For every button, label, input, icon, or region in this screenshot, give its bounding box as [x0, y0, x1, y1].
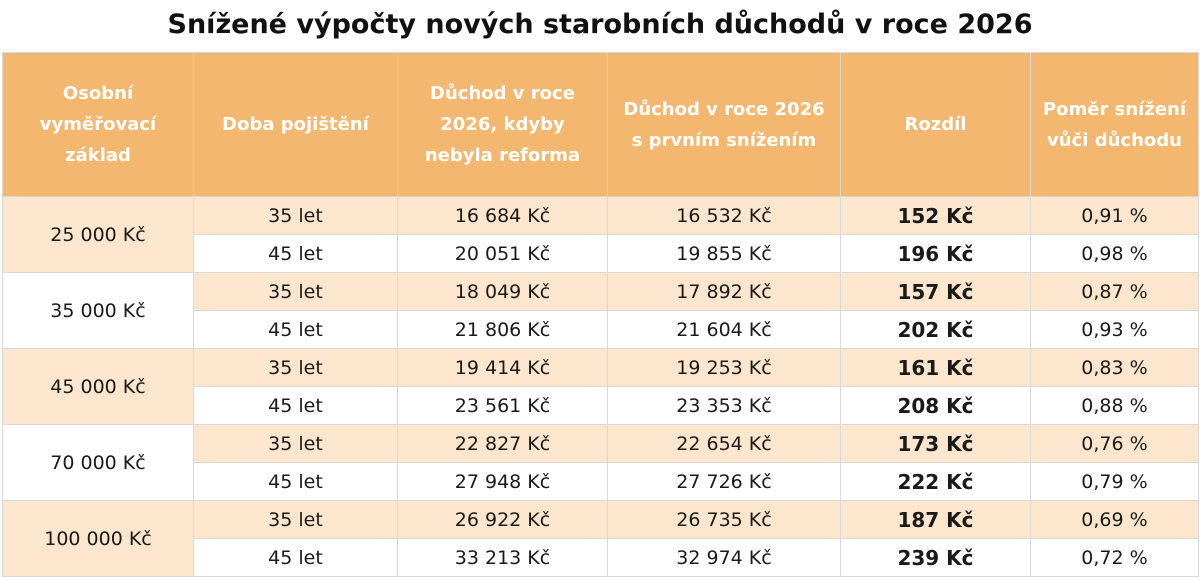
pension-without-reform-cell: 27 948 Kč — [397, 462, 608, 501]
table-row: 45 let 21 806 Kč 21 604 Kč 202 Kč 0,93 % — [3, 310, 1199, 349]
header-difference: Rozdíl — [840, 52, 1031, 197]
table-row: 25 000 Kč 35 let 16 684 Kč 16 532 Kč 152 Kč 0… — [2, 196, 1199, 273]
pension-with-reduction-cell: 19 855 Kč — [607, 234, 841, 273]
reduction-ratio-cell: 0,91 % — [1030, 196, 1199, 235]
pension-without-reform-cell: 26 922 Kč — [397, 500, 608, 539]
pension-with-reduction-cell: 16 532 Kč — [607, 196, 841, 235]
insurance-period-cell: 45 let — [193, 538, 398, 577]
reduction-ratio-cell: 0,93 % — [1030, 310, 1199, 349]
insurance-period-cell: 35 let — [193, 500, 398, 539]
difference-cell: 208 Kč — [840, 386, 1031, 425]
table-body: 25 000 Kč 35 let 16 684 Kč 16 532 Kč 152 Kč 0… — [2, 196, 1199, 577]
pension-with-reduction-cell: 22 654 Kč — [607, 424, 841, 463]
personal-base-cell: 35 000 Kč — [2, 272, 194, 349]
reduction-ratio-cell: 0,98 % — [1030, 234, 1199, 273]
table-row: 70 000 Kč 35 let 22 827 Kč 22 654 Kč 173 Kč 0… — [2, 424, 1199, 501]
pension-with-reduction-cell: 32 974 Kč — [607, 538, 841, 577]
table-row: 45 let 33 213 Kč 32 974 Kč 239 Kč 0,72 % — [3, 538, 1199, 577]
pension-without-reform-cell: 19 414 Kč — [397, 348, 608, 387]
header-pension-without-reform: Důchod v roce 2026, kdyby nebyla reforma — [397, 52, 608, 197]
pension-with-reduction-cell: 26 735 Kč — [607, 500, 841, 539]
pension-without-reform-cell: 18 049 Kč — [397, 272, 608, 311]
insurance-period-cell: 45 let — [193, 310, 398, 349]
personal-base-cell: 25 000 Kč — [2, 196, 194, 273]
insurance-period-cell: 35 let — [193, 272, 398, 311]
pension-table: Osobní vyměřovací základ Doba pojištění … — [2, 52, 1199, 577]
reduction-ratio-cell: 0,88 % — [1030, 386, 1199, 425]
table-row: 45 let 23 561 Kč 23 353 Kč 208 Kč 0,88 % — [3, 386, 1199, 425]
pension-with-reduction-cell: 23 353 Kč — [607, 386, 841, 425]
header-personal-base: Osobní vyměřovací základ — [2, 52, 194, 197]
difference-cell: 157 Kč — [840, 272, 1031, 311]
personal-base-cell: 70 000 Kč — [2, 424, 194, 501]
insurance-period-cell: 45 let — [193, 234, 398, 273]
insurance-period-cell: 35 let — [193, 348, 398, 387]
table-row: 45 let 27 948 Kč 27 726 Kč 222 Kč 0,79 % — [3, 462, 1199, 501]
header-row: Osobní vyměřovací základ Doba pojištění … — [2, 52, 1199, 197]
table-row: 45 let 20 051 Kč 19 855 Kč 196 Kč 0,98 % — [3, 234, 1199, 273]
difference-cell: 239 Kč — [840, 538, 1031, 577]
header-pension-with-reduction: Důchod v roce 2026 s prvním snížením — [607, 52, 841, 197]
difference-cell: 161 Kč — [840, 348, 1031, 387]
reduction-ratio-cell: 0,72 % — [1030, 538, 1199, 577]
reduction-ratio-cell: 0,83 % — [1030, 348, 1199, 387]
table-row: 45 000 Kč 35 let 19 414 Kč 19 253 Kč 161 Kč 0… — [2, 348, 1199, 425]
insurance-period-cell: 35 let — [193, 196, 398, 235]
pension-without-reform-cell: 22 827 Kč — [397, 424, 608, 463]
difference-cell: 196 Kč — [840, 234, 1031, 273]
pension-without-reform-cell: 23 561 Kč — [397, 386, 608, 425]
pension-with-reduction-cell: 27 726 Kč — [607, 462, 841, 501]
pension-with-reduction-cell: 21 604 Kč — [607, 310, 841, 349]
page-title: Snížené výpočty nových starobních důchod… — [167, 9, 1033, 40]
difference-cell: 187 Kč — [840, 500, 1031, 539]
difference-cell: 173 Kč — [840, 424, 1031, 463]
reduction-ratio-cell: 0,69 % — [1030, 500, 1199, 539]
reduction-ratio-cell: 0,76 % — [1030, 424, 1199, 463]
insurance-period-cell: 45 let — [193, 462, 398, 501]
personal-base-cell: 100 000 Kč — [2, 500, 194, 577]
insurance-period-cell: 45 let — [193, 386, 398, 425]
pension-without-reform-cell: 16 684 Kč — [397, 196, 608, 235]
header-insurance-period: Doba pojištění — [193, 52, 398, 197]
difference-cell: 222 Kč — [840, 462, 1031, 501]
difference-cell: 152 Kč — [840, 196, 1031, 235]
insurance-period-cell: 35 let — [193, 424, 398, 463]
personal-base-cell: 45 000 Kč — [2, 348, 194, 425]
reduction-ratio-cell: 0,87 % — [1030, 272, 1199, 311]
pension-without-reform-cell: 33 213 Kč — [397, 538, 608, 577]
table-row: 35 000 Kč 35 let 18 049 Kč 17 892 Kč 157 Kč 0… — [2, 272, 1199, 349]
pension-without-reform-cell: 21 806 Kč — [397, 310, 608, 349]
pension-with-reduction-cell: 17 892 Kč — [607, 272, 841, 311]
pension-with-reduction-cell: 19 253 Kč — [607, 348, 841, 387]
pension-without-reform-cell: 20 051 Kč — [397, 234, 608, 273]
difference-cell: 202 Kč — [840, 310, 1031, 349]
table-row: 100 000 Kč 35 let 26 922 Kč 26 735 Kč 187 Kč… — [2, 500, 1199, 577]
reduction-ratio-cell: 0,79 % — [1030, 462, 1199, 501]
header-reduction-ratio: Poměr snížení vůči důchodu — [1030, 52, 1199, 197]
